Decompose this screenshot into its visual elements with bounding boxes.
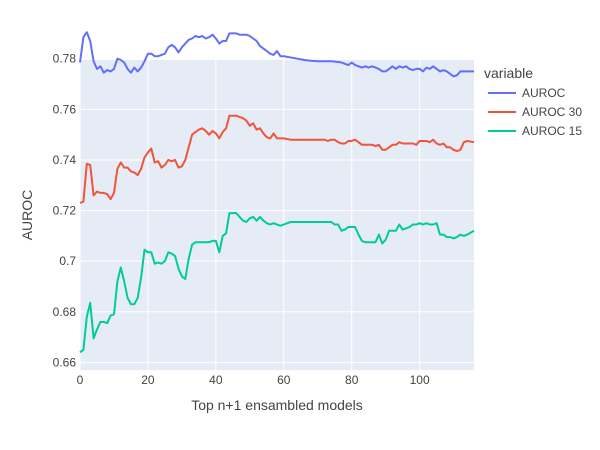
series-line-auroc-30[interactable] — [79, 114, 475, 204]
x-tick-label: 60 — [277, 373, 291, 387]
legend-item-auroc[interactable]: AUROC — [488, 86, 566, 100]
legend-title: variable — [484, 65, 533, 81]
legend-label: AUROC 30 — [522, 105, 582, 119]
grid — [79, 58, 474, 370]
x-tick-label: 20 — [141, 373, 155, 387]
legend-label: AUROC 15 — [522, 124, 582, 138]
x-tick-label: 0 — [77, 373, 84, 387]
legend-item-auroc-15[interactable]: AUROC 15 — [488, 124, 582, 138]
series-line-auroc-15[interactable] — [79, 212, 475, 354]
y-tick-label: 0.68 — [53, 305, 77, 319]
plot-background — [80, 60, 474, 370]
y-axis-ticks: 0.66 0.68 0.7 0.72 0.74 0.76 0.78 — [53, 52, 77, 370]
x-tick-label: 40 — [209, 373, 223, 387]
y-tick-label: 0.74 — [53, 153, 77, 167]
y-tick-label: 0.78 — [53, 52, 77, 66]
x-axis-ticks: 0 20 40 60 80 100 — [77, 373, 430, 387]
y-axis-title: AUROC — [19, 190, 35, 241]
series-layer — [79, 31, 475, 354]
legend-label: AUROC — [522, 86, 566, 100]
y-tick-label: 0.7 — [59, 254, 76, 268]
legend-item-auroc-30[interactable]: AUROC 30 — [488, 105, 582, 119]
y-tick-label: 0.76 — [53, 102, 77, 116]
series-line-auroc[interactable] — [79, 31, 474, 78]
y-tick-label: 0.72 — [53, 204, 77, 218]
y-tick-label: 0.66 — [53, 355, 77, 369]
x-tick-label: 100 — [410, 373, 430, 387]
legend[interactable]: variable AUROC AUROC 30 AUROC 15 — [484, 65, 582, 138]
legend-items: AUROC AUROC 30 AUROC 15 — [488, 86, 582, 138]
x-axis-title: Top n+1 ensambled models — [191, 397, 363, 413]
x-tick-label: 80 — [345, 373, 359, 387]
